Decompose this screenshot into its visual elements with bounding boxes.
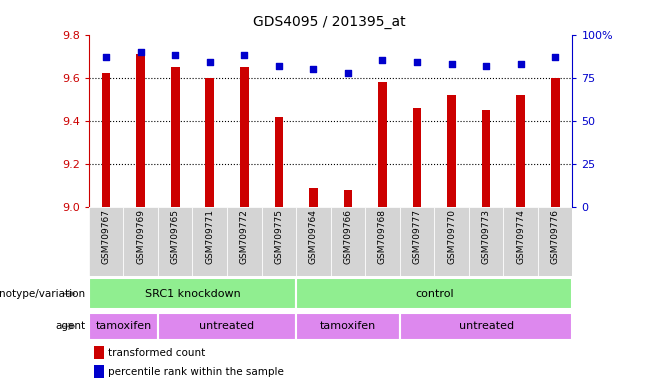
Bar bbox=[365, 207, 400, 276]
Text: GSM709765: GSM709765 bbox=[170, 209, 180, 265]
Bar bbox=[205, 78, 214, 207]
Text: GSM709772: GSM709772 bbox=[240, 209, 249, 264]
Bar bbox=[296, 278, 572, 310]
Bar bbox=[240, 67, 249, 207]
Bar bbox=[517, 95, 525, 207]
Point bbox=[239, 52, 249, 58]
Point bbox=[205, 59, 215, 65]
Bar bbox=[89, 278, 296, 310]
Bar bbox=[309, 188, 318, 207]
Point bbox=[377, 58, 388, 64]
Bar bbox=[124, 207, 158, 276]
Bar bbox=[503, 207, 538, 276]
Point bbox=[170, 52, 180, 58]
Text: GSM709777: GSM709777 bbox=[413, 209, 422, 265]
Text: GSM709771: GSM709771 bbox=[205, 209, 215, 265]
Point bbox=[136, 49, 146, 55]
Bar bbox=[434, 207, 468, 276]
Point bbox=[101, 54, 111, 60]
Text: genotype/variation: genotype/variation bbox=[0, 289, 86, 299]
Text: GSM709764: GSM709764 bbox=[309, 209, 318, 264]
Text: GSM709767: GSM709767 bbox=[101, 209, 111, 265]
Bar bbox=[274, 117, 283, 207]
Bar bbox=[538, 207, 572, 276]
Text: GSM709774: GSM709774 bbox=[516, 209, 525, 264]
Bar bbox=[378, 82, 387, 207]
Text: untreated: untreated bbox=[459, 321, 514, 331]
Text: control: control bbox=[415, 289, 453, 299]
Point bbox=[481, 63, 492, 69]
Bar bbox=[93, 365, 105, 378]
Point bbox=[343, 70, 353, 76]
Bar bbox=[399, 313, 572, 340]
Point bbox=[274, 63, 284, 69]
Bar bbox=[171, 67, 180, 207]
Point bbox=[308, 66, 318, 72]
Bar bbox=[482, 110, 490, 207]
Bar bbox=[468, 207, 503, 276]
Text: percentile rank within the sample: percentile rank within the sample bbox=[108, 367, 284, 377]
Text: GSM709768: GSM709768 bbox=[378, 209, 387, 265]
Bar bbox=[343, 190, 352, 207]
Bar bbox=[89, 313, 158, 340]
Bar bbox=[102, 73, 111, 207]
Point bbox=[446, 61, 457, 67]
Text: GDS4095 / 201395_at: GDS4095 / 201395_at bbox=[253, 15, 405, 29]
Point bbox=[412, 59, 422, 65]
Point bbox=[550, 54, 561, 60]
Text: SRC1 knockdown: SRC1 knockdown bbox=[145, 289, 240, 299]
Bar bbox=[262, 207, 296, 276]
Text: tamoxifen: tamoxifen bbox=[95, 321, 151, 331]
Bar bbox=[399, 207, 434, 276]
Text: transformed count: transformed count bbox=[108, 348, 205, 358]
Text: GSM709769: GSM709769 bbox=[136, 209, 145, 265]
Bar bbox=[296, 207, 330, 276]
Bar bbox=[192, 207, 227, 276]
Bar bbox=[447, 95, 456, 207]
Text: tamoxifen: tamoxifen bbox=[320, 321, 376, 331]
Text: GSM709773: GSM709773 bbox=[482, 209, 491, 265]
Bar bbox=[227, 207, 262, 276]
Point bbox=[515, 61, 526, 67]
Bar bbox=[296, 313, 399, 340]
Text: GSM709770: GSM709770 bbox=[447, 209, 456, 265]
Text: GSM709776: GSM709776 bbox=[551, 209, 560, 265]
Bar bbox=[158, 207, 192, 276]
Bar bbox=[158, 313, 296, 340]
Text: GSM709766: GSM709766 bbox=[343, 209, 353, 265]
Text: GSM709775: GSM709775 bbox=[274, 209, 284, 265]
Bar bbox=[89, 207, 124, 276]
Bar bbox=[136, 54, 145, 207]
Bar bbox=[93, 346, 105, 359]
Bar bbox=[330, 207, 365, 276]
Text: untreated: untreated bbox=[199, 321, 255, 331]
Bar bbox=[551, 78, 559, 207]
Text: agent: agent bbox=[55, 321, 86, 331]
Bar bbox=[413, 108, 421, 207]
